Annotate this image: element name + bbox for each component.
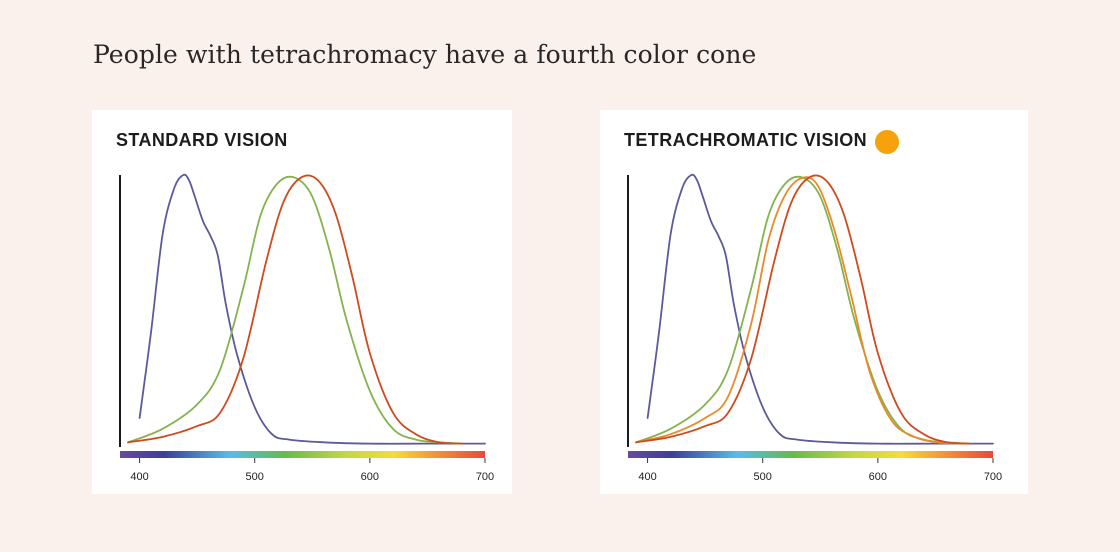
standard-vision-title: STANDARD VISION [116, 130, 288, 150]
tetrachromatic-vision-title: TETRACHROMATIC VISION [624, 130, 868, 150]
tetrachromatic-vision-panel: TETRACHROMATIC VISION 400 500 600 700 [600, 110, 1028, 494]
standard-vision-panel: STANDARD VISION 400 500 600 700 [92, 110, 512, 494]
x-tick-label: 400 [638, 471, 656, 483]
tetrachromatic-vision-chart: 400 500 600 700 [627, 173, 1002, 483]
standard-vision-chart: 400 500 600 700 [119, 173, 494, 483]
spectrum-bar [628, 451, 993, 458]
series-line-1 [138, 173, 486, 445]
series-line-3 [635, 176, 966, 445]
series-line-3 [127, 174, 463, 445]
fourth-cone-dot-icon [875, 130, 899, 154]
x-tick-label: 500 [754, 471, 772, 483]
x-tick-label: 600 [869, 471, 887, 483]
x-tick-label: 700 [984, 471, 1002, 483]
x-tick-label: 400 [130, 471, 148, 483]
x-tick-label: 600 [361, 471, 379, 483]
headline: People with tetrachromacy have a fourth … [93, 40, 757, 69]
x-tick-label: 700 [476, 471, 494, 483]
x-tick-label: 500 [246, 471, 264, 483]
series-line-4 [635, 174, 971, 445]
series-line-1 [646, 173, 994, 445]
series-line-2 [127, 175, 463, 445]
spectrum-bar [120, 451, 485, 458]
series-line-2 [635, 175, 971, 445]
